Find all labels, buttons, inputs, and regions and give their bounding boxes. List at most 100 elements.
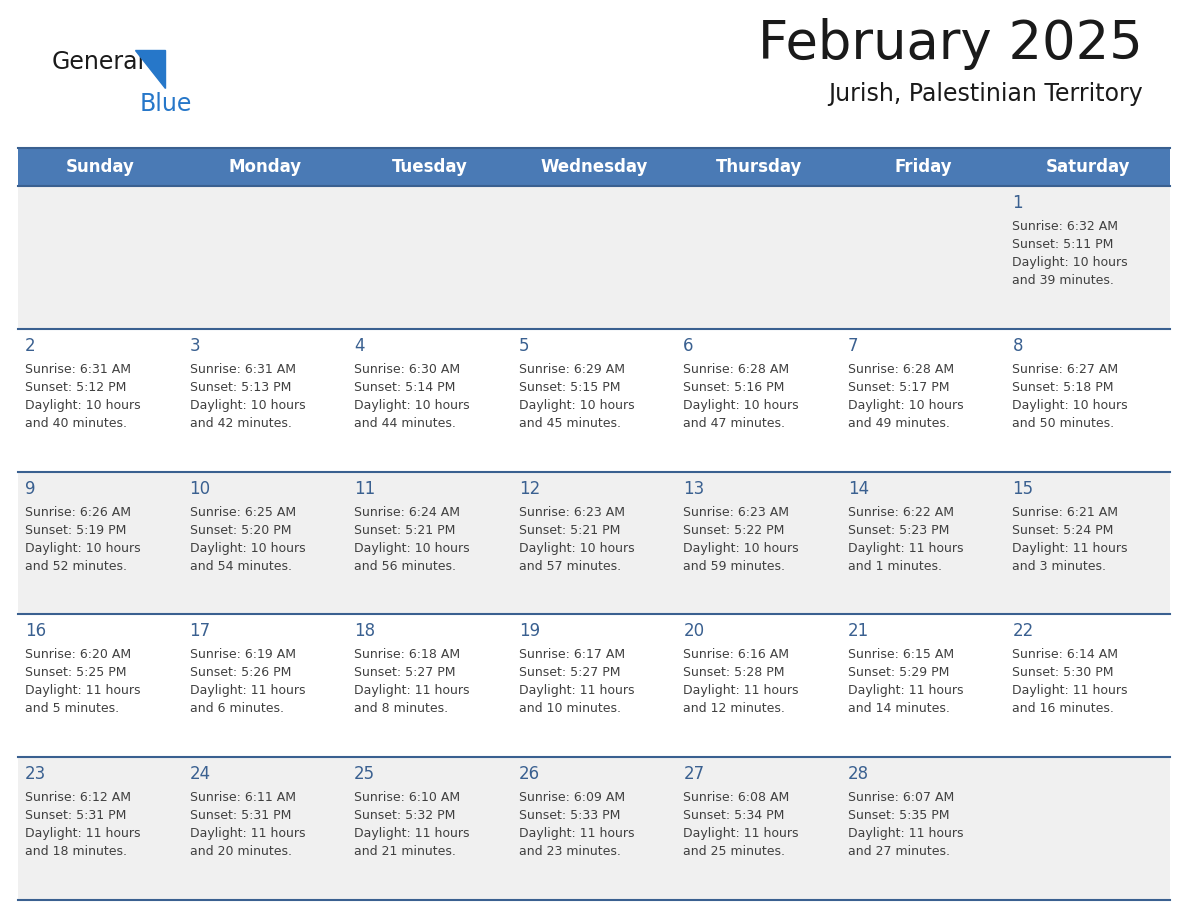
Text: Sunrise: 6:20 AM: Sunrise: 6:20 AM	[25, 648, 131, 661]
Text: 24: 24	[190, 766, 210, 783]
Text: Sunset: 5:13 PM: Sunset: 5:13 PM	[190, 381, 291, 394]
Text: 12: 12	[519, 479, 541, 498]
Text: Daylight: 11 hours: Daylight: 11 hours	[1012, 542, 1127, 554]
Text: Sunrise: 6:23 AM: Sunrise: 6:23 AM	[683, 506, 789, 519]
Text: Sunset: 5:17 PM: Sunset: 5:17 PM	[848, 381, 949, 394]
Text: Sunrise: 6:31 AM: Sunrise: 6:31 AM	[25, 363, 131, 375]
Text: Sunrise: 6:23 AM: Sunrise: 6:23 AM	[519, 506, 625, 519]
Text: Sunrise: 6:21 AM: Sunrise: 6:21 AM	[1012, 506, 1118, 519]
Text: Daylight: 11 hours: Daylight: 11 hours	[519, 685, 634, 698]
Text: Sunrise: 6:07 AM: Sunrise: 6:07 AM	[848, 791, 954, 804]
Text: Sunrise: 6:12 AM: Sunrise: 6:12 AM	[25, 791, 131, 804]
Text: 5: 5	[519, 337, 529, 354]
Text: Sunrise: 6:11 AM: Sunrise: 6:11 AM	[190, 791, 296, 804]
Text: and 40 minutes.: and 40 minutes.	[25, 417, 127, 430]
Text: Tuesday: Tuesday	[392, 158, 467, 176]
Text: Sunset: 5:15 PM: Sunset: 5:15 PM	[519, 381, 620, 394]
Bar	[18, 329, 1170, 472]
Text: 19: 19	[519, 622, 539, 641]
Text: Sunrise: 6:22 AM: Sunrise: 6:22 AM	[848, 506, 954, 519]
Text: 7: 7	[848, 337, 859, 354]
Text: and 56 minutes.: and 56 minutes.	[354, 560, 456, 573]
Text: Daylight: 11 hours: Daylight: 11 hours	[190, 827, 305, 840]
Bar	[183, 148, 347, 186]
Text: Daylight: 10 hours: Daylight: 10 hours	[190, 398, 305, 412]
Text: 11: 11	[354, 479, 375, 498]
Text: 21: 21	[848, 622, 870, 641]
Text: Sunset: 5:11 PM: Sunset: 5:11 PM	[1012, 238, 1114, 251]
Text: Daylight: 11 hours: Daylight: 11 hours	[683, 685, 798, 698]
Text: Sunset: 5:34 PM: Sunset: 5:34 PM	[683, 809, 784, 823]
Text: Daylight: 10 hours: Daylight: 10 hours	[519, 542, 634, 554]
Text: and 54 minutes.: and 54 minutes.	[190, 560, 291, 573]
Bar	[18, 472, 1170, 614]
Text: 18: 18	[354, 622, 375, 641]
Text: 1: 1	[1012, 194, 1023, 212]
Text: and 57 minutes.: and 57 minutes.	[519, 560, 621, 573]
Text: Sunset: 5:19 PM: Sunset: 5:19 PM	[25, 523, 126, 537]
Text: Sunset: 5:27 PM: Sunset: 5:27 PM	[519, 666, 620, 679]
Text: 20: 20	[683, 622, 704, 641]
Text: and 52 minutes.: and 52 minutes.	[25, 560, 127, 573]
Text: Sunset: 5:14 PM: Sunset: 5:14 PM	[354, 381, 455, 394]
Text: Sunday: Sunday	[65, 158, 134, 176]
Text: Sunset: 5:33 PM: Sunset: 5:33 PM	[519, 809, 620, 823]
Text: 14: 14	[848, 479, 868, 498]
Text: Daylight: 10 hours: Daylight: 10 hours	[683, 398, 798, 412]
Text: 15: 15	[1012, 479, 1034, 498]
Text: Sunrise: 6:15 AM: Sunrise: 6:15 AM	[848, 648, 954, 661]
Text: 10: 10	[190, 479, 210, 498]
Text: Sunset: 5:35 PM: Sunset: 5:35 PM	[848, 809, 949, 823]
Text: and 1 minutes.: and 1 minutes.	[848, 560, 942, 573]
Text: Daylight: 10 hours: Daylight: 10 hours	[683, 542, 798, 554]
Text: Sunrise: 6:09 AM: Sunrise: 6:09 AM	[519, 791, 625, 804]
Text: Sunrise: 6:14 AM: Sunrise: 6:14 AM	[1012, 648, 1118, 661]
Text: Sunrise: 6:28 AM: Sunrise: 6:28 AM	[848, 363, 954, 375]
Text: and 12 minutes.: and 12 minutes.	[683, 702, 785, 715]
Text: Daylight: 11 hours: Daylight: 11 hours	[25, 827, 140, 840]
Bar	[18, 757, 1170, 900]
Text: 22: 22	[1012, 622, 1034, 641]
Text: Daylight: 11 hours: Daylight: 11 hours	[848, 542, 963, 554]
Text: 6: 6	[683, 337, 694, 354]
Text: Sunset: 5:31 PM: Sunset: 5:31 PM	[190, 809, 291, 823]
Text: 26: 26	[519, 766, 539, 783]
Text: Daylight: 10 hours: Daylight: 10 hours	[1012, 398, 1129, 412]
Text: Sunrise: 6:26 AM: Sunrise: 6:26 AM	[25, 506, 131, 519]
Text: 3: 3	[190, 337, 201, 354]
Text: Sunset: 5:26 PM: Sunset: 5:26 PM	[190, 666, 291, 679]
Text: 23: 23	[25, 766, 46, 783]
Text: Sunset: 5:20 PM: Sunset: 5:20 PM	[190, 523, 291, 537]
Text: 28: 28	[848, 766, 868, 783]
Text: Sunrise: 6:32 AM: Sunrise: 6:32 AM	[1012, 220, 1118, 233]
Text: Daylight: 11 hours: Daylight: 11 hours	[683, 827, 798, 840]
Text: and 18 minutes.: and 18 minutes.	[25, 845, 127, 858]
Text: and 14 minutes.: and 14 minutes.	[848, 702, 949, 715]
Text: and 50 minutes.: and 50 minutes.	[1012, 417, 1114, 430]
Text: and 21 minutes.: and 21 minutes.	[354, 845, 456, 858]
Text: Daylight: 11 hours: Daylight: 11 hours	[1012, 685, 1127, 698]
Bar	[18, 614, 1170, 757]
Text: Daylight: 11 hours: Daylight: 11 hours	[354, 827, 469, 840]
Text: Daylight: 10 hours: Daylight: 10 hours	[1012, 256, 1129, 269]
Text: Sunrise: 6:27 AM: Sunrise: 6:27 AM	[1012, 363, 1119, 375]
Text: 17: 17	[190, 622, 210, 641]
Text: and 20 minutes.: and 20 minutes.	[190, 845, 291, 858]
Text: Daylight: 11 hours: Daylight: 11 hours	[25, 685, 140, 698]
Text: Daylight: 10 hours: Daylight: 10 hours	[354, 398, 469, 412]
Text: Blue: Blue	[140, 92, 192, 116]
Text: February 2025: February 2025	[758, 18, 1143, 70]
Text: Daylight: 11 hours: Daylight: 11 hours	[190, 685, 305, 698]
Text: Monday: Monday	[228, 158, 302, 176]
Text: Daylight: 10 hours: Daylight: 10 hours	[25, 398, 140, 412]
Text: Daylight: 11 hours: Daylight: 11 hours	[848, 827, 963, 840]
Text: and 45 minutes.: and 45 minutes.	[519, 417, 620, 430]
Bar	[18, 186, 1170, 329]
Text: and 47 minutes.: and 47 minutes.	[683, 417, 785, 430]
Text: Daylight: 10 hours: Daylight: 10 hours	[190, 542, 305, 554]
Text: Daylight: 11 hours: Daylight: 11 hours	[519, 827, 634, 840]
Text: Sunrise: 6:16 AM: Sunrise: 6:16 AM	[683, 648, 789, 661]
Text: Sunrise: 6:24 AM: Sunrise: 6:24 AM	[354, 506, 460, 519]
Text: Jurish, Palestinian Territory: Jurish, Palestinian Territory	[828, 82, 1143, 106]
Text: Sunset: 5:16 PM: Sunset: 5:16 PM	[683, 381, 784, 394]
